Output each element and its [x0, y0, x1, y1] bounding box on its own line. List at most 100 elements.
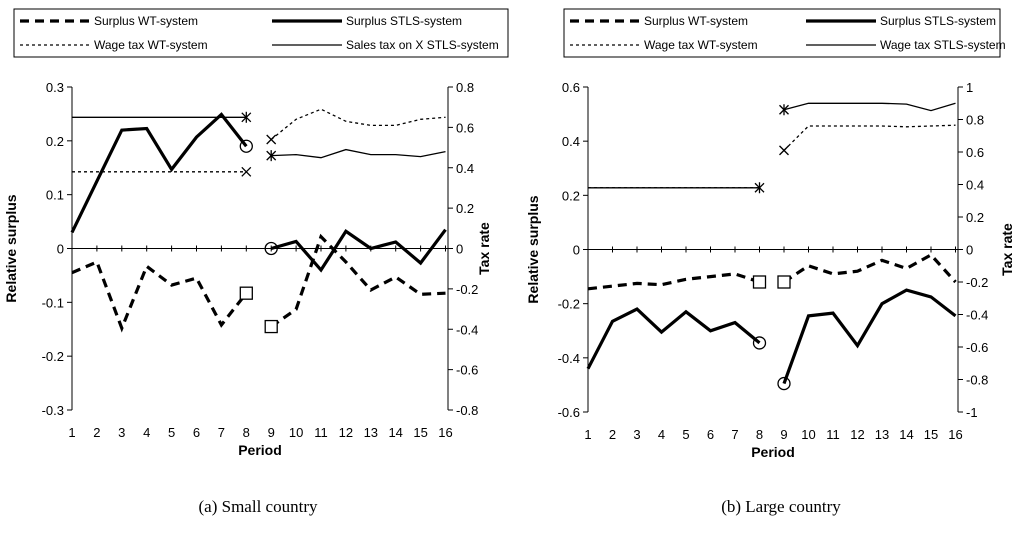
- x-tick-label: 12: [850, 427, 864, 442]
- x-axis-title: Period: [751, 444, 795, 460]
- x-tick-label: 9: [780, 427, 787, 442]
- marker-square: [778, 276, 790, 288]
- marker-x: [267, 135, 276, 144]
- plot-area: [588, 103, 956, 389]
- series-line-surplus-wt-system: [72, 262, 246, 328]
- legend-label: Surplus STLS-system: [346, 14, 462, 28]
- x-tick-label: 8: [756, 427, 763, 442]
- y-tick-label: -0.4: [558, 351, 580, 366]
- x-tick-label: 14: [388, 425, 402, 440]
- x-tick-label: 16: [948, 427, 962, 442]
- x-tick-label: 8: [243, 425, 250, 440]
- y-tick-label: -0.3: [42, 403, 64, 418]
- series-line-wage-tax-wt-system: [271, 109, 445, 139]
- y-tick-label: -0.2: [42, 349, 64, 364]
- legend-label: Wage tax WT-system: [94, 38, 208, 52]
- panel-small-country: Surplus WT-system Surplus STLS-system Wage…: [3, 9, 508, 516]
- y2-tick-label: 0.4: [456, 161, 474, 176]
- x-tick-label: 13: [364, 425, 378, 440]
- y2-tick-label: 1: [966, 80, 973, 95]
- x-tick-label: 7: [218, 425, 225, 440]
- series-line-surplus-stls-system: [271, 230, 445, 270]
- x-tick-label: 9: [268, 425, 275, 440]
- y2-tick-label: -0.6: [456, 363, 478, 378]
- legend-label: Surplus STLS-system: [880, 14, 996, 28]
- y-tick-label: 0: [57, 242, 64, 257]
- marker-square: [240, 287, 252, 299]
- y2-axis-title: Tax rate: [999, 223, 1015, 276]
- y2-tick-label: 0: [456, 242, 463, 257]
- y-tick-label: 0.3: [46, 80, 64, 95]
- x-tick-label: 11: [314, 425, 328, 440]
- legend: Surplus WT-system Surplus STLS-system Wage…: [564, 9, 1006, 57]
- y2-tick-label: 0.6: [456, 120, 474, 135]
- y2-tick-label: -0.2: [456, 282, 478, 297]
- y-axis-title: Relative surplus: [3, 194, 19, 302]
- x-tick-label: 6: [707, 427, 714, 442]
- panel-large-country: Surplus WT-system Surplus STLS-system Wage…: [525, 9, 1015, 516]
- marker-x: [242, 167, 251, 176]
- y-tick-label: -0.6: [558, 405, 580, 420]
- y2-tick-label: -0.2: [966, 275, 988, 290]
- y2-tick-label: -0.8: [966, 373, 988, 388]
- y2-tick-label: 0.4: [966, 178, 984, 193]
- x-tick-label: 1: [68, 425, 75, 440]
- y2-tick-label: 0.2: [966, 210, 984, 225]
- legend-label: Wage tax STLS-system: [880, 38, 1006, 52]
- series-line-wage-tax-stls-system: [784, 103, 956, 110]
- x-tick-label: 16: [438, 425, 452, 440]
- x-tick-label: 13: [875, 427, 889, 442]
- x-tick-label: 5: [682, 427, 689, 442]
- series-line-surplus-stls-system: [784, 290, 956, 384]
- y-tick-label: 0.2: [46, 134, 64, 149]
- y-tick-label: 0: [573, 243, 580, 258]
- x-tick-label: 1: [584, 427, 591, 442]
- marker-circle: [240, 140, 252, 152]
- series-line-surplus-wt-system: [784, 255, 956, 282]
- caption: (a) Small country: [199, 497, 318, 516]
- x-tick-label: 15: [413, 425, 427, 440]
- y-tick-label: -0.2: [558, 297, 580, 312]
- x-tick-label: 10: [801, 427, 815, 442]
- marker-square: [265, 321, 277, 333]
- x-tick-label: 15: [924, 427, 938, 442]
- y2-tick-label: 0.8: [456, 80, 474, 95]
- caption: (b) Large country: [721, 497, 841, 516]
- y-tick-label: -0.1: [42, 295, 64, 310]
- y2-tick-label: 0.6: [966, 145, 984, 160]
- y2-tick-label: -0.6: [966, 340, 988, 355]
- x-tick-label: 12: [339, 425, 353, 440]
- x-tick-label: 5: [168, 425, 175, 440]
- y-tick-label: 0.4: [562, 134, 580, 149]
- x-tick-label: 3: [633, 427, 640, 442]
- y2-tick-label: 0: [966, 243, 973, 258]
- y2-tick-label: -0.4: [456, 322, 478, 337]
- series-line-wage-tax-wt-system: [784, 125, 956, 150]
- y2-tick-label: 0.8: [966, 113, 984, 128]
- marker-star: [780, 104, 789, 115]
- y2-tick-label: -0.4: [966, 308, 988, 323]
- x-tick-label: 7: [731, 427, 738, 442]
- x-tick-label: 14: [899, 427, 913, 442]
- marker-circle: [754, 337, 766, 349]
- y2-axis-title: Tax rate: [476, 222, 492, 275]
- y-tick-label: 0.2: [562, 188, 580, 203]
- x-tick-label: 4: [143, 425, 150, 440]
- marker-square: [754, 276, 766, 288]
- x-tick-label: 3: [118, 425, 125, 440]
- legend-label: Surplus WT-system: [644, 14, 748, 28]
- y2-tick-label: -0.8: [456, 403, 478, 418]
- y-tick-label: 0.1: [46, 188, 64, 203]
- series-line-surplus-stls-system: [588, 309, 760, 369]
- x-tick-label: 11: [826, 427, 840, 442]
- series-line-surplus-wt-system: [271, 237, 445, 327]
- series-line-sales-tax-on-x-stls-system: [271, 150, 445, 158]
- axes: 0.6 0.4 0.2 0 -0.2 -0.4 -0.6 1 0.8 0.6 0.4 0.2 0 -0.2…: [525, 80, 1015, 460]
- plot-area: [72, 109, 446, 332]
- legend-label: Sales tax on X STLS-system: [346, 38, 499, 52]
- marker-x: [780, 146, 789, 155]
- series-line-surplus-wt-system: [588, 274, 760, 289]
- x-tick-label: 10: [289, 425, 303, 440]
- series-line-surplus-stls-system: [72, 115, 246, 233]
